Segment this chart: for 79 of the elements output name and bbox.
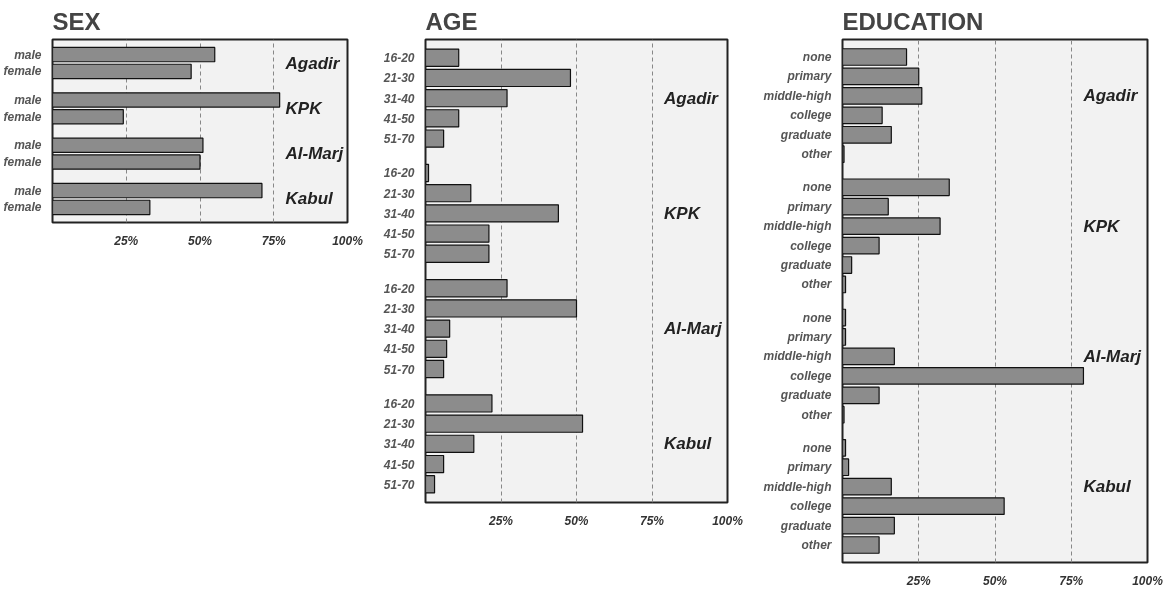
y-tick-label: middle-high [763, 88, 832, 103]
x-tick-label: 25% [905, 573, 932, 588]
y-tick-label: 16-20 [383, 166, 415, 181]
y-tick-label: none [802, 50, 832, 64]
y-tick-label: 41-50 [382, 457, 415, 472]
y-tick-label: graduate [779, 518, 832, 533]
annotation: KPK [664, 203, 702, 223]
x-tick-label: 50% [564, 513, 589, 528]
y-tick-label: none [802, 440, 832, 455]
annotation: Al-Marj [663, 319, 723, 339]
x-tick-label: 100% [332, 233, 364, 248]
annotation: Al-Marj [1082, 346, 1143, 366]
annotation: Kabul [664, 434, 713, 454]
annotation: Kabul [1083, 477, 1132, 497]
y-tick-label: other [801, 538, 833, 552]
y-tick-label: primary [786, 199, 833, 214]
y-tick-label: female [3, 109, 42, 124]
y-tick-label: 41-50 [382, 227, 415, 242]
annotation: KPK [285, 98, 324, 118]
y-tick-label: male [14, 138, 42, 153]
y-tick-label: 31-40 [383, 322, 415, 337]
y-tick-label: college [790, 238, 832, 253]
x-tick-label: 50% [982, 573, 1008, 588]
y-tick-label: college [790, 108, 832, 123]
y-tick-label: college [790, 499, 832, 514]
y-tick-label: other [801, 407, 833, 422]
y-tick-label: primary [786, 329, 833, 344]
y-tick-label: female [3, 200, 42, 215]
y-tick-label: graduate [779, 388, 832, 403]
y-tick-label: 51-70 [383, 477, 415, 492]
y-tick-label: 51-70 [383, 247, 415, 262]
chart-title: EDUCATION [842, 7, 984, 35]
annotation: Al-Marj [284, 144, 345, 164]
y-tick-label: male [14, 183, 42, 198]
y-tick-label: none [802, 180, 832, 195]
annotation: Agadir [663, 88, 720, 108]
x-tick-label: 75% [1059, 573, 1084, 588]
x-tick-label: 100% [712, 513, 744, 528]
y-tick-label: 21-30 [382, 417, 415, 432]
chart-title: AGE [425, 7, 478, 35]
y-tick-label: college [790, 368, 832, 383]
y-tick-label: 16-20 [383, 396, 415, 411]
y-tick-label: primary [786, 69, 833, 84]
x-tick-label: 75% [639, 513, 665, 528]
y-tick-label: 31-40 [383, 91, 415, 106]
y-tick-label: 21-30 [382, 71, 415, 86]
x-tick-label: 25% [113, 233, 139, 248]
y-tick-label: female [3, 155, 42, 170]
y-tick-label: middle-high [763, 219, 832, 234]
y-tick-label: female [3, 64, 42, 79]
y-tick-label: 31-40 [383, 437, 415, 452]
annotation: Kabul [285, 189, 335, 209]
x-tick-label: 100% [1132, 573, 1164, 588]
y-tick-label: none [802, 310, 832, 325]
x-tick-label: 50% [187, 233, 213, 248]
y-tick-label: 41-50 [382, 342, 415, 357]
y-tick-label: other [801, 147, 833, 162]
y-tick-label: 31-40 [383, 206, 415, 221]
y-tick-label: middle-high [763, 479, 832, 494]
x-tick-label: 25% [487, 513, 514, 528]
chart-title: SEX [52, 7, 101, 35]
annotation: Agadir [284, 53, 341, 73]
y-tick-label: primary [786, 460, 833, 475]
y-tick-label: 21-30 [382, 301, 415, 316]
annotation: Agadir [1082, 86, 1139, 106]
x-tick-label: 75% [261, 233, 287, 248]
y-tick-label: graduate [779, 127, 832, 142]
y-tick-label: 16-20 [383, 51, 415, 66]
y-tick-label: graduate [779, 258, 832, 273]
y-tick-label: other [801, 277, 833, 292]
y-tick-label: 21-30 [382, 186, 415, 201]
y-tick-label: 51-70 [383, 132, 415, 147]
y-tick-label: 41-50 [382, 111, 415, 126]
annotation: KPK [1083, 216, 1122, 236]
y-tick-label: 16-20 [383, 281, 415, 296]
y-tick-label: 51-70 [383, 362, 415, 377]
y-tick-label: male [14, 47, 42, 62]
y-tick-label: male [14, 92, 42, 107]
y-tick-label: middle-high [763, 349, 832, 364]
